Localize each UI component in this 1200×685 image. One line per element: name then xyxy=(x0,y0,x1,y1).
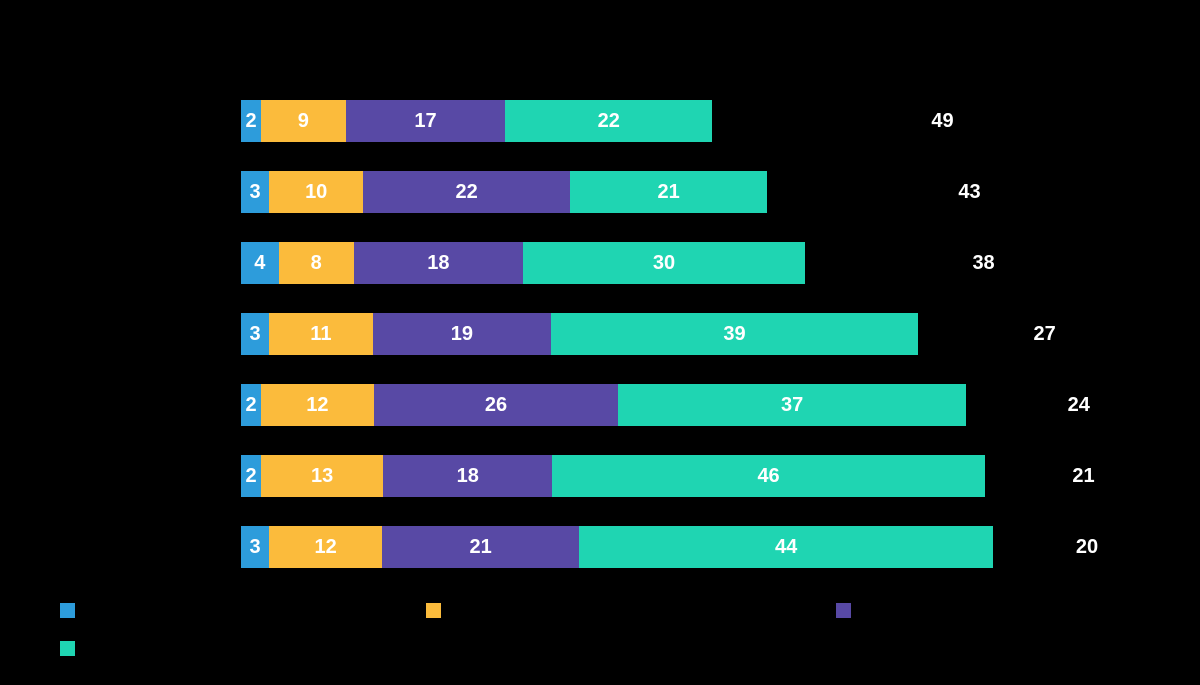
segment-value-label: 22 xyxy=(597,110,620,132)
segment-value-label: 3 xyxy=(249,323,261,345)
legend-swatch-blue-series xyxy=(60,603,75,618)
segment-value-label: 30 xyxy=(652,252,676,274)
remainder-value-label: 38 xyxy=(972,252,995,274)
bar-segment-yellow-series: 9 xyxy=(261,100,346,142)
bar-segment-teal-series: 46 xyxy=(552,455,985,497)
remainder-value-label: 24 xyxy=(1067,394,1090,416)
legend-swatch-purple-series xyxy=(836,603,851,618)
segment-value-label: 37 xyxy=(780,394,804,416)
segment-value-label: 11 xyxy=(310,323,332,345)
bar-segment-blue-series: 2 xyxy=(241,100,261,142)
segment-value-label: 10 xyxy=(305,181,328,203)
bar-segment-purple-series: 21 xyxy=(381,526,580,568)
bar-segment-purple-series: 22 xyxy=(363,171,570,213)
bar-segment-yellow-series: 12 xyxy=(269,526,382,568)
segment-value-label: 17 xyxy=(414,110,437,132)
bar-segment-remainder-series: 43 xyxy=(767,171,1171,213)
bar-segment-remainder-series: 49 xyxy=(712,100,1173,142)
bar-segment-blue-series: 3 xyxy=(241,526,270,568)
bar-row: 4 8 18 30 38 xyxy=(241,242,1162,284)
segment-value-label: 19 xyxy=(450,323,473,345)
bar-segment-blue-series: 2 xyxy=(241,455,261,497)
bar-segment-yellow-series: 8 xyxy=(278,242,354,284)
bar-segment-purple-series: 17 xyxy=(345,100,506,142)
bar-segment-purple-series: 18 xyxy=(353,242,523,284)
bar-segment-purple-series: 26 xyxy=(373,384,619,426)
segment-value-label: 2 xyxy=(245,465,257,487)
legend-swatch-teal-series xyxy=(60,641,75,656)
segment-value-label: 2 xyxy=(245,394,257,416)
segment-value-label: 44 xyxy=(775,536,798,558)
segment-value-label: 9 xyxy=(297,110,309,132)
bar-segment-remainder-series: 38 xyxy=(805,242,1162,284)
remainder-value-label: 43 xyxy=(958,181,981,203)
bar-row: 3 10 22 21 43 xyxy=(241,171,1172,213)
bar-segment-blue-series: 2 xyxy=(241,384,261,426)
segment-value-label: 3 xyxy=(249,181,261,203)
segment-value-label: 21 xyxy=(657,181,680,203)
bar-segment-yellow-series: 10 xyxy=(269,171,364,213)
bar-row: 2 12 26 37 24 xyxy=(241,384,1192,426)
bar-segment-remainder-series: 27 xyxy=(918,313,1172,355)
bar-row: 3 12 21 44 20 xyxy=(241,526,1181,568)
bar-segment-blue-series: 3 xyxy=(241,313,270,355)
segment-value-label: 22 xyxy=(455,181,478,203)
remainder-value-label: 27 xyxy=(1033,323,1056,345)
legend-swatch-yellow-series xyxy=(426,603,441,618)
bar-segment-teal-series: 22 xyxy=(505,100,713,142)
bar-segment-remainder-series: 24 xyxy=(966,384,1192,426)
bar-segment-teal-series: 21 xyxy=(569,171,768,213)
remainder-value-label: 21 xyxy=(1072,465,1095,487)
segment-value-label: 18 xyxy=(427,252,450,274)
bar-segment-yellow-series: 12 xyxy=(261,384,374,426)
bar-segment-remainder-series: 20 xyxy=(993,526,1181,568)
segment-value-label: 13 xyxy=(310,465,334,487)
bar-row: 2 13 18 46 21 xyxy=(241,455,1182,497)
bar-segment-purple-series: 19 xyxy=(372,313,552,355)
bar-segment-teal-series: 37 xyxy=(618,384,966,426)
bar-segment-blue-series: 4 xyxy=(241,242,279,284)
bar-segment-remainder-series: 21 xyxy=(985,455,1182,497)
segment-value-label: 8 xyxy=(310,252,322,274)
segment-value-label: 12 xyxy=(306,394,329,416)
bar-segment-teal-series: 30 xyxy=(522,242,805,284)
segment-value-label: 12 xyxy=(314,536,337,558)
segment-value-label: 21 xyxy=(469,536,492,558)
bar-segment-teal-series: 39 xyxy=(551,313,918,355)
segment-value-label: 4 xyxy=(254,252,266,274)
bar-segment-purple-series: 18 xyxy=(383,455,553,497)
bar-segment-blue-series: 3 xyxy=(241,171,270,213)
remainder-value-label: 20 xyxy=(1075,536,1099,558)
segment-value-label: 3 xyxy=(249,536,261,558)
remainder-value-label: 49 xyxy=(931,110,954,132)
segment-value-label: 2 xyxy=(245,110,257,132)
segment-value-label: 18 xyxy=(456,465,479,487)
segment-value-label: 26 xyxy=(484,394,508,416)
segment-value-label: 39 xyxy=(723,323,746,345)
bar-segment-yellow-series: 13 xyxy=(261,455,384,497)
bar-segment-yellow-series: 11 xyxy=(269,313,373,355)
segment-value-label: 46 xyxy=(757,465,780,487)
bar-row: 2 9 17 22 49 xyxy=(241,100,1173,142)
bar-row: 3 11 19 39 27 xyxy=(241,313,1172,355)
bar-segment-teal-series: 44 xyxy=(579,526,993,568)
